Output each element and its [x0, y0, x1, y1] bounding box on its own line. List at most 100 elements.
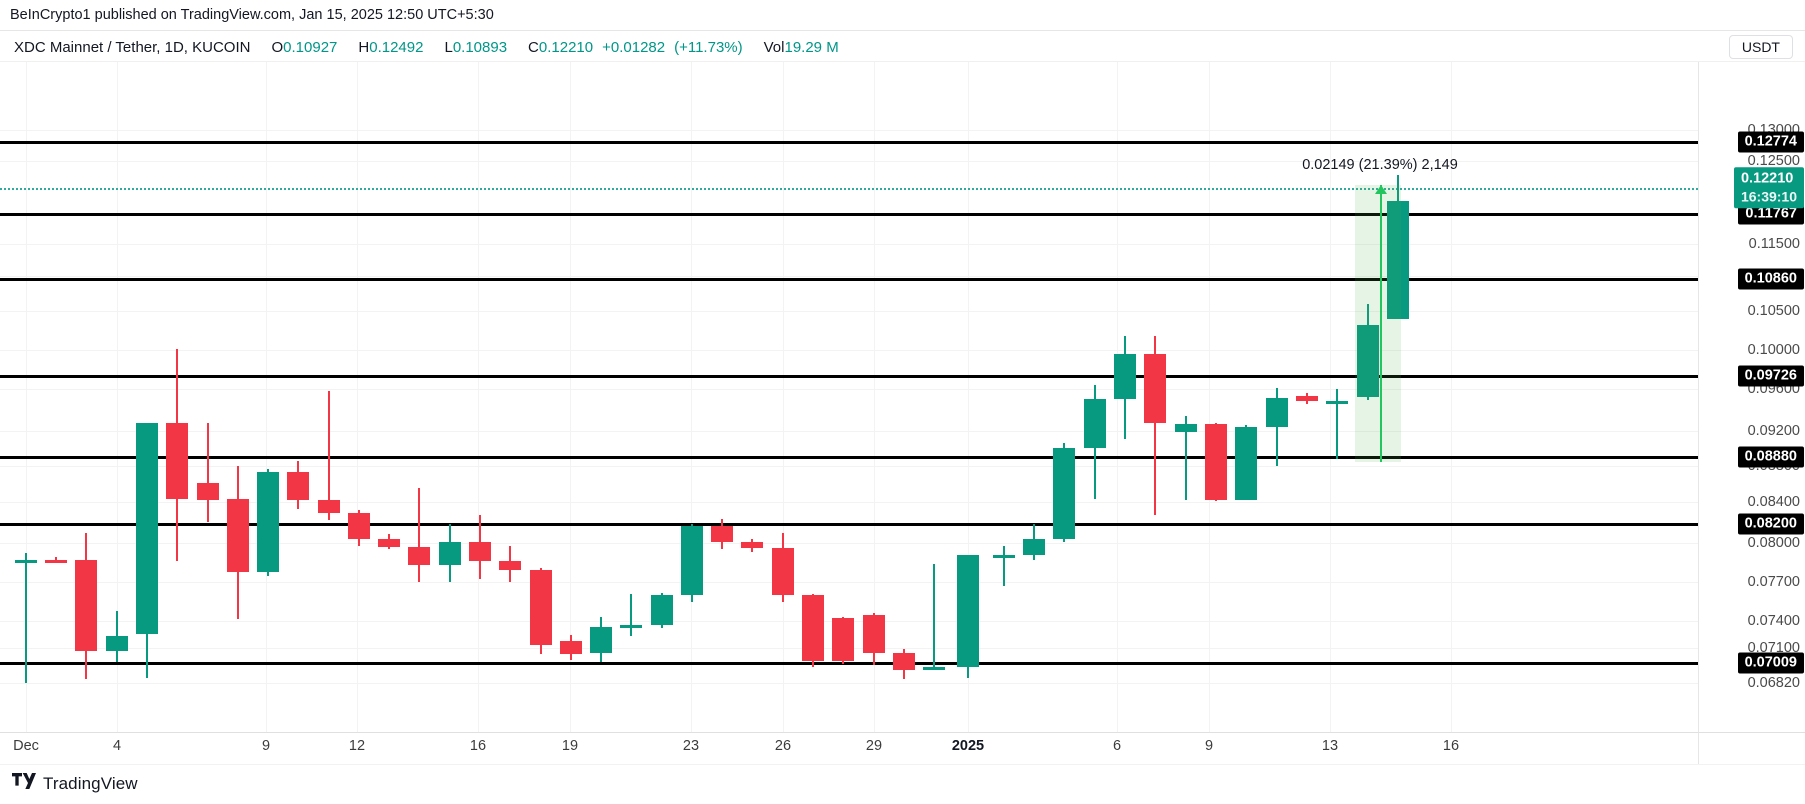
candle-body[interactable] [530, 570, 552, 645]
candle-body[interactable] [681, 526, 703, 596]
candle-body[interactable] [378, 538, 400, 547]
candle-body[interactable] [863, 614, 885, 654]
candle-body[interactable] [136, 422, 158, 634]
candle-body[interactable] [1296, 395, 1318, 402]
candle-body[interactable] [197, 483, 219, 500]
price-level-line[interactable] [0, 375, 1698, 378]
footer-strip [0, 764, 1805, 804]
candle-body[interactable] [1205, 423, 1227, 500]
candle-body[interactable] [957, 555, 979, 667]
axis-corner [1698, 732, 1805, 765]
candle-body[interactable] [1387, 200, 1409, 319]
candle-body[interactable] [469, 541, 491, 562]
attribution-text: BeInCrypto1 published on TradingView.com… [10, 7, 494, 23]
candle-body[interactable] [832, 617, 854, 661]
current-price-pill[interactable]: 0.12210 16:39:10 [1733, 167, 1804, 209]
candle-body[interactable] [106, 635, 128, 651]
price-level-line[interactable] [0, 213, 1698, 216]
price-level-pill[interactable]: 0.07009 [1737, 652, 1804, 674]
candle-body[interactable] [741, 541, 763, 548]
candle-body[interactable] [711, 526, 733, 542]
gridline-vertical [691, 62, 692, 732]
price-level-pill[interactable]: 0.08880 [1737, 446, 1804, 468]
candle-body[interactable] [772, 547, 794, 596]
candle-body[interactable] [893, 653, 915, 671]
time-axis-tick: 16 [469, 738, 487, 754]
gridline-vertical [1451, 62, 1452, 732]
candle-body[interactable] [620, 624, 642, 628]
candle-body[interactable] [75, 559, 97, 651]
price-axis-tick: 0.11500 [1748, 236, 1800, 252]
time-axis-tick: 12 [348, 738, 366, 754]
candle-body[interactable] [1144, 353, 1166, 424]
gridline-vertical [266, 62, 267, 732]
price-level-line[interactable] [0, 662, 1698, 665]
gridline-horizontal [0, 311, 1698, 312]
price-level-pill[interactable]: 0.11767 [1738, 203, 1804, 225]
time-axis-tick: 23 [682, 738, 700, 754]
candle-body[interactable] [560, 640, 582, 655]
price-level-pill[interactable]: 0.08200 [1737, 513, 1804, 535]
candle-body[interactable] [1053, 447, 1075, 539]
candle-body[interactable] [408, 546, 430, 565]
candle-body[interactable] [923, 666, 945, 670]
candle-body[interactable] [1357, 325, 1379, 397]
gridline-horizontal [0, 350, 1698, 351]
candle-body[interactable] [348, 512, 370, 539]
time-axis-tick: 9 [261, 738, 271, 754]
symbol-legend[interactable]: XDC Mainnet / Tether, 1D, KUCOIN O 0.1092… [14, 31, 839, 63]
candle-body[interactable] [287, 471, 309, 500]
gridline-vertical [968, 62, 969, 732]
currency-unit-button[interactable]: USDT [1728, 35, 1793, 59]
candle-body[interactable] [257, 471, 279, 573]
symbol-legend-bar: XDC Mainnet / Tether, 1D, KUCOIN O 0.1092… [0, 30, 1805, 62]
candle-body[interactable] [1266, 398, 1288, 428]
price-level-line[interactable] [0, 456, 1698, 459]
chart-plot-area[interactable]: 0.02149 (21.39%) 2,149 [0, 62, 1698, 732]
candle-body[interactable] [45, 559, 67, 563]
candle-body[interactable] [1235, 427, 1257, 500]
candle-body[interactable] [1023, 538, 1045, 556]
candle-wick [630, 593, 632, 636]
candle-body[interactable] [590, 626, 612, 654]
gridline-vertical [1209, 62, 1210, 732]
candle-body[interactable] [227, 498, 249, 573]
price-level-pill[interactable]: 0.12774 [1737, 131, 1804, 153]
time-axis-tick: 16 [1442, 738, 1460, 754]
candle-body[interactable] [1326, 401, 1348, 405]
price-axis[interactable]: 0.130000.125000.115000.110000.105000.100… [1698, 62, 1805, 732]
candle-body[interactable] [439, 541, 461, 565]
time-axis-tick: 9 [1204, 738, 1214, 754]
candle-body[interactable] [15, 559, 37, 563]
price-axis-tick: 0.07100 [1747, 640, 1800, 656]
candle-body[interactable] [651, 595, 673, 625]
candle-body[interactable] [166, 422, 188, 499]
tradingview-watermark: TradingView [12, 773, 138, 794]
gridline-vertical [1330, 62, 1331, 732]
price-axis-tick: 0.06820 [1747, 675, 1800, 691]
candle-body[interactable] [499, 561, 521, 571]
price-level-pill[interactable]: 0.10860 [1737, 268, 1804, 290]
symbol-title[interactable]: XDC Mainnet / Tether, 1D, KUCOIN [14, 38, 251, 56]
price-axis-tick: 0.07700 [1747, 574, 1800, 590]
candle-body[interactable] [1114, 353, 1136, 400]
gridline-horizontal [0, 582, 1698, 583]
candle-body[interactable] [1175, 423, 1197, 433]
candle-body[interactable] [993, 555, 1015, 559]
close-value: 0.12210 [538, 38, 594, 56]
candle-body[interactable] [318, 499, 340, 513]
price-level-line[interactable] [0, 141, 1698, 144]
candle-body[interactable] [802, 595, 824, 661]
open-value: 0.10927 [283, 38, 338, 56]
price-level-line[interactable] [0, 523, 1698, 526]
current-price-value: 0.12210 [1740, 170, 1794, 187]
price-level-line[interactable] [0, 278, 1698, 281]
candle-body[interactable] [1084, 399, 1106, 448]
candle-wick [1336, 389, 1338, 460]
gridline-vertical [117, 62, 118, 732]
time-axis[interactable]: Dec 4 9 12 16 19 23 26 29 2025 6 9 13 16 [0, 732, 1698, 765]
candle-wick [25, 553, 27, 683]
gridline-horizontal [0, 502, 1698, 503]
price-level-pill[interactable]: 0.09726 [1737, 365, 1804, 387]
gridline-horizontal [0, 543, 1698, 544]
